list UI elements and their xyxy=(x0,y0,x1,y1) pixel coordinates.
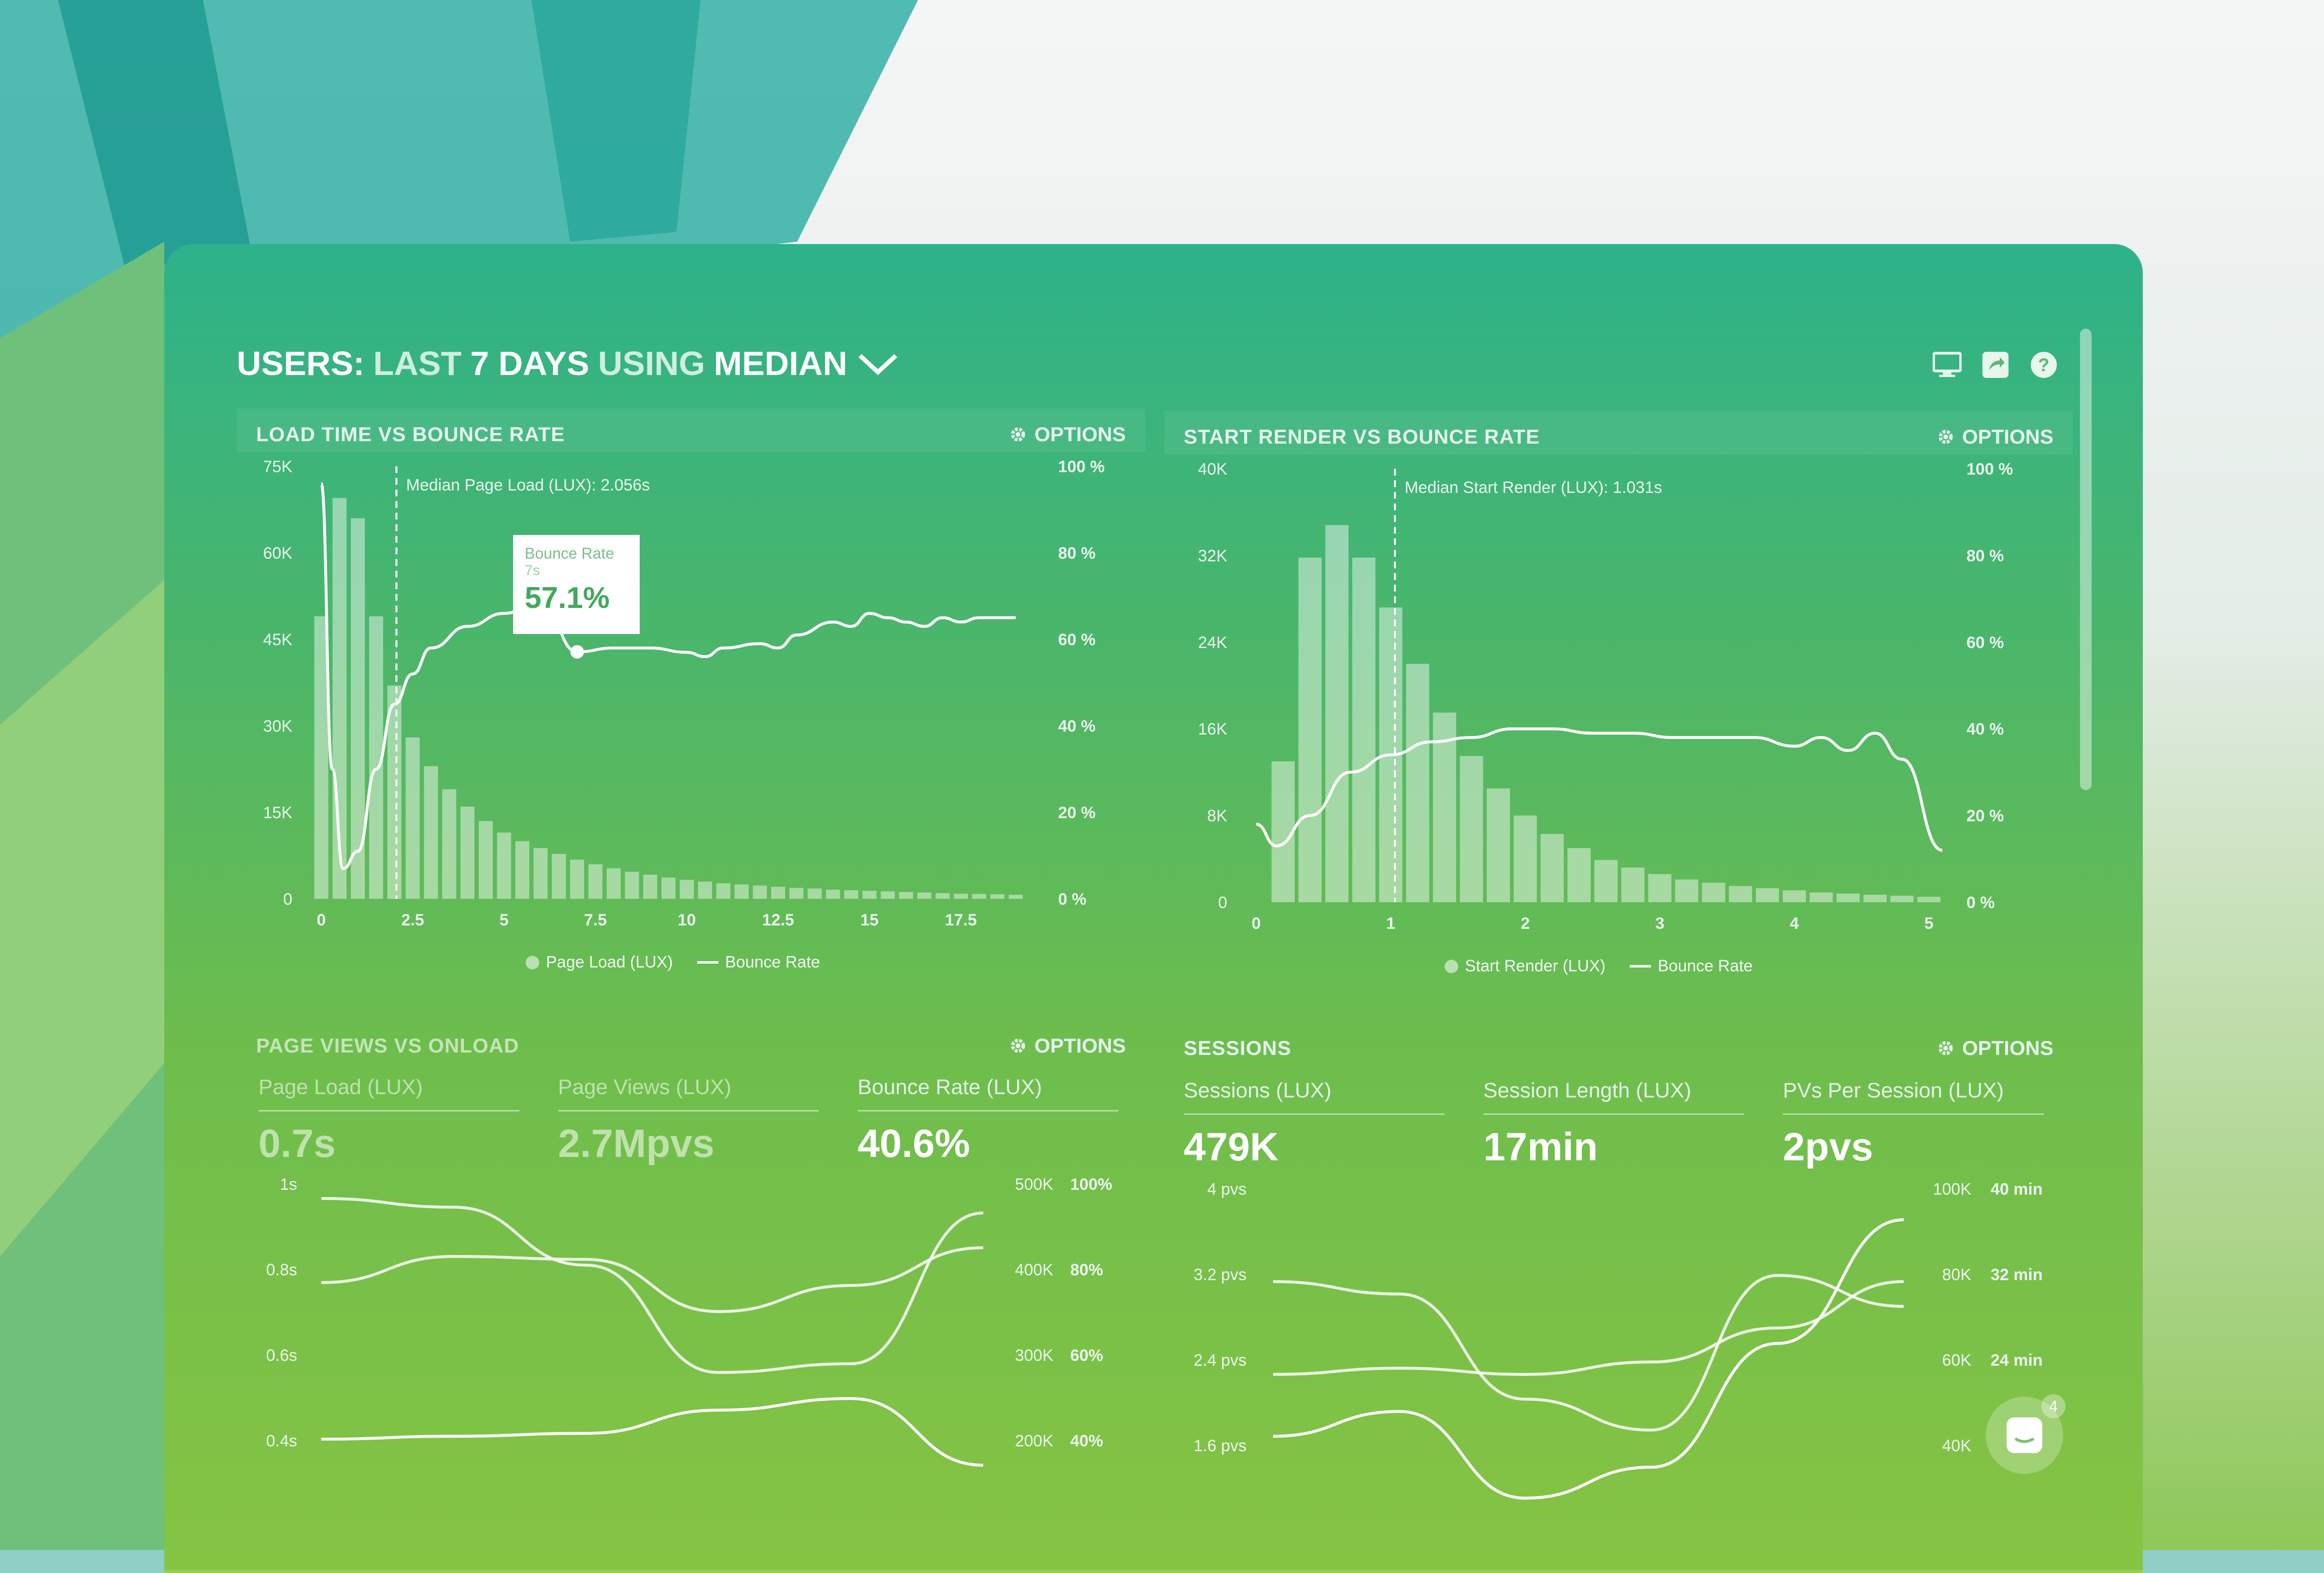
legend-label: Start Render (LUX) xyxy=(1465,957,1606,975)
options-label: OPTIONS xyxy=(1034,423,1126,446)
gear-icon xyxy=(1011,427,1025,442)
stat-pvs-per-session[interactable]: PVs Per Session (LUX) 2pvs xyxy=(1783,1079,2044,1170)
title-median: MEDIAN xyxy=(714,345,847,382)
stat-page-views[interactable]: Page Views (LUX) 2.7Mpvs xyxy=(558,1075,819,1167)
stat-value: 17min xyxy=(1483,1125,1598,1169)
options-label: OPTIONS xyxy=(1962,1037,2053,1059)
chevron-down-icon[interactable] xyxy=(856,349,900,378)
stat-value: 0.7s xyxy=(258,1122,336,1166)
panel-page-views: PAGE VIEWS VS ONLOAD OPTIONS xyxy=(237,1020,1145,1078)
scrollbar[interactable] xyxy=(2080,329,2092,790)
share-icon[interactable] xyxy=(1981,350,2010,379)
panel-title: LOAD TIME VS BOUNCE RATE xyxy=(256,423,565,446)
legend-label: Bounce Rate xyxy=(725,953,820,971)
gear-icon xyxy=(1938,1041,1953,1055)
legend-item-start-render[interactable]: Start Render (LUX) xyxy=(1445,957,1606,976)
gear-icon xyxy=(1938,430,1953,444)
legend-item-bounce-rate[interactable]: Bounce Rate xyxy=(697,953,820,972)
panel-title: PAGE VIEWS VS ONLOAD xyxy=(256,1034,519,1057)
legend-line xyxy=(697,961,718,964)
start-render-legend: Start Render (LUX) Bounce Rate xyxy=(1445,957,1753,976)
title-users: USERS: xyxy=(237,345,365,382)
chat-icon xyxy=(2007,1417,2042,1453)
help-icon[interactable]: ? xyxy=(2029,350,2058,379)
stat-label: Page Views (LUX) xyxy=(558,1075,819,1111)
tooltip-sub: 7s xyxy=(525,563,540,578)
options-button[interactable]: OPTIONS xyxy=(1009,423,1126,446)
monitor-icon[interactable] xyxy=(1933,350,1962,379)
title-days: 7 DAYS xyxy=(470,345,589,382)
panel-start-render: START RENDER VS BOUNCE RATE OPTIONS xyxy=(1164,411,2073,991)
header-toolbar: ? xyxy=(1933,350,2058,379)
sessions-stats: Sessions (LUX) 479K Session Length (LUX)… xyxy=(1184,1079,2044,1170)
title-last: LAST xyxy=(373,345,462,382)
stat-label: Page Load (LUX) xyxy=(258,1075,519,1111)
bounce-rate-tooltip: Bounce Rate 7s 57.1% xyxy=(513,535,640,634)
page-views-stats: Page Load (LUX) 0.7s Page Views (LUX) 2.… xyxy=(258,1075,1119,1167)
panel-header: SESSIONS OPTIONS xyxy=(1164,1022,2073,1066)
options-button[interactable]: OPTIONS xyxy=(1937,425,2053,448)
chat-button[interactable] xyxy=(1986,1397,2063,1474)
legend-dot xyxy=(1445,959,1458,973)
stat-session-length[interactable]: Session Length (LUX) 17min xyxy=(1483,1079,1744,1170)
stat-value: 479K xyxy=(1184,1125,1279,1169)
tooltip-label: Bounce Rate xyxy=(525,545,615,562)
chat-badge: 4 xyxy=(2041,1394,2066,1418)
panel-header: PAGE VIEWS VS ONLOAD OPTIONS xyxy=(237,1020,1145,1063)
panel-title: SESSIONS xyxy=(1184,1037,1291,1059)
options-button[interactable]: OPTIONS xyxy=(1937,1037,2053,1060)
options-button[interactable]: OPTIONS xyxy=(1009,1034,1126,1057)
page-title[interactable]: USERS: LAST 7 DAYS USING MEDIAN xyxy=(237,344,900,383)
stat-label: Bounce Rate (LUX) xyxy=(858,1075,1119,1111)
stat-label: PVs Per Session (LUX) xyxy=(1783,1079,2044,1115)
stat-value: 2.7Mpvs xyxy=(558,1122,715,1166)
panel-sessions: SESSIONS OPTIONS xyxy=(1164,1022,2073,1080)
stat-sessions[interactable]: Sessions (LUX) 479K xyxy=(1184,1079,1445,1170)
load-time-legend: Page Load (LUX) Bounce Rate xyxy=(526,953,820,972)
legend-dot xyxy=(526,955,539,969)
options-label: OPTIONS xyxy=(1034,1034,1126,1057)
stat-value: 2pvs xyxy=(1783,1125,1873,1169)
legend-item-bounce-rate[interactable]: Bounce Rate xyxy=(1630,957,1753,976)
title-using: USING xyxy=(598,345,705,382)
panel-title: START RENDER VS BOUNCE RATE xyxy=(1184,425,1540,448)
options-label: OPTIONS xyxy=(1962,425,2053,448)
panel-header: LOAD TIME VS BOUNCE RATE OPTIONS xyxy=(237,408,1145,452)
stat-bounce-rate[interactable]: Bounce Rate (LUX) 40.6% xyxy=(858,1075,1119,1167)
legend-label: Bounce Rate xyxy=(1658,957,1753,975)
stat-value: 40.6% xyxy=(858,1122,970,1166)
legend-line xyxy=(1630,965,1651,967)
legend-item-page-load[interactable]: Page Load (LUX) xyxy=(526,953,673,972)
panel-header: START RENDER VS BOUNCE RATE OPTIONS xyxy=(1164,411,2073,454)
legend-label: Page Load (LUX) xyxy=(546,953,673,971)
gear-icon xyxy=(1011,1039,1025,1053)
tooltip-value: 57.1% xyxy=(525,581,610,615)
stat-page-load[interactable]: Page Load (LUX) 0.7s xyxy=(258,1075,519,1167)
panel-load-time: LOAD TIME VS BOUNCE RATE OPTIONS xyxy=(237,408,1145,988)
stat-label: Sessions (LUX) xyxy=(1184,1079,1445,1115)
stat-label: Session Length (LUX) xyxy=(1483,1079,1744,1115)
svg-text:?: ? xyxy=(2038,355,2049,375)
